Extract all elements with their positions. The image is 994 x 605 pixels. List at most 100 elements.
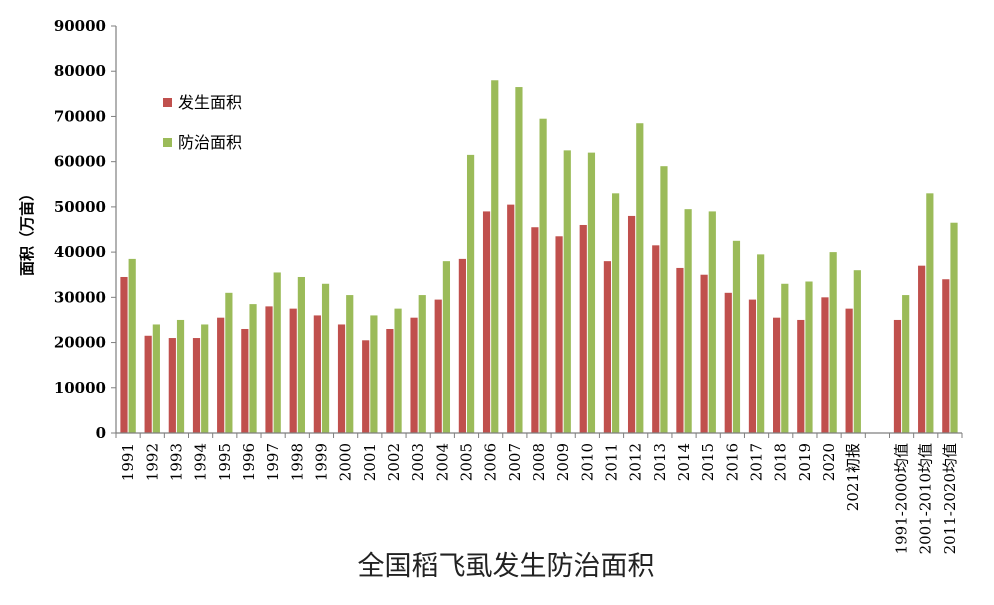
bar-occurrence bbox=[531, 227, 539, 433]
bar-control bbox=[249, 304, 257, 433]
bar-control bbox=[950, 222, 958, 433]
bar-occurrence bbox=[821, 297, 829, 433]
bar-control bbox=[297, 276, 305, 433]
x-tick-label: 2002 bbox=[385, 443, 403, 481]
bars bbox=[120, 80, 958, 434]
bar-control bbox=[466, 154, 475, 433]
x-axis: 1991 1992 1993 1994 1995 1996 1997 1998 1999 2000… bbox=[115, 432, 963, 554]
bar-occurrence bbox=[918, 265, 926, 433]
bar-control bbox=[515, 87, 523, 434]
y-tick-label: 50000 bbox=[54, 198, 106, 216]
bar-control bbox=[201, 324, 209, 433]
bar-control bbox=[128, 258, 136, 433]
y-tick-label: 30000 bbox=[54, 288, 106, 306]
bar-occurrence bbox=[458, 258, 466, 433]
x-tick-label: 1992 bbox=[143, 443, 161, 481]
bar-control bbox=[902, 295, 910, 433]
bar-occurrence bbox=[748, 299, 757, 433]
x-tick-label: 2018 bbox=[772, 443, 790, 481]
bar-occurrence bbox=[265, 306, 273, 433]
bar-occurrence bbox=[217, 317, 225, 433]
x-tick-label: 2015 bbox=[699, 443, 717, 481]
x-tick-label: 2001-2010均值 bbox=[917, 443, 935, 554]
y-tick-label: 90000 bbox=[54, 17, 106, 35]
bar-control bbox=[757, 254, 765, 433]
bar-control bbox=[394, 308, 402, 433]
bar-occurrence bbox=[773, 317, 781, 433]
x-tick-label: 2007 bbox=[506, 443, 524, 481]
bar-occurrence bbox=[603, 261, 612, 433]
bar-occurrence bbox=[942, 279, 950, 433]
bar-control bbox=[346, 295, 354, 433]
bar-control bbox=[152, 324, 160, 433]
bar-control bbox=[732, 240, 741, 433]
bar-occurrence bbox=[241, 328, 249, 433]
legend-swatch bbox=[163, 98, 172, 107]
bar-occurrence bbox=[313, 315, 321, 433]
bar-control bbox=[853, 270, 861, 433]
x-tick-label: 2011 bbox=[603, 443, 621, 481]
bar-control bbox=[708, 211, 716, 433]
bar-occurrence bbox=[289, 308, 297, 433]
y-tick-label: 70000 bbox=[54, 107, 106, 125]
bar-occurrence bbox=[434, 299, 442, 433]
y-tick-label: 10000 bbox=[54, 379, 106, 397]
x-tick-label: 2020 bbox=[820, 443, 838, 481]
y-tick-label: 60000 bbox=[54, 153, 106, 171]
y-tick-label: 0 bbox=[96, 424, 106, 442]
bar-occurrence bbox=[168, 338, 176, 433]
x-tick-label: 2001 bbox=[361, 443, 379, 481]
bar-control bbox=[781, 283, 789, 433]
bar-occurrence bbox=[893, 319, 902, 433]
x-tick-label: 2010 bbox=[578, 443, 596, 481]
bar-occurrence bbox=[579, 224, 587, 433]
legend-label: 发生面积 bbox=[178, 93, 242, 112]
x-tick-label: 2004 bbox=[433, 443, 451, 481]
y-tick-label: 20000 bbox=[54, 334, 106, 352]
x-tick-label: 1999 bbox=[312, 443, 330, 481]
x-tick-label: 2003 bbox=[409, 443, 427, 481]
x-tick-label: 1993 bbox=[167, 443, 185, 481]
bar-occurrence bbox=[700, 274, 708, 433]
bar-control bbox=[273, 272, 281, 433]
legend-label: 防治面积 bbox=[178, 133, 242, 152]
bar-control bbox=[660, 166, 668, 433]
bar-control bbox=[612, 193, 620, 433]
x-tick-label: 2005 bbox=[457, 443, 475, 481]
bar-occurrence bbox=[845, 308, 853, 433]
x-tick-label: 2017 bbox=[748, 443, 766, 481]
bar-control bbox=[539, 118, 547, 433]
bar-occurrence bbox=[652, 245, 660, 433]
bar-control bbox=[491, 80, 499, 434]
bar-occurrence bbox=[192, 338, 201, 433]
x-tick-label: 1991-2000均值 bbox=[893, 443, 911, 554]
bar-occurrence bbox=[410, 317, 418, 433]
x-tick-label: 1997 bbox=[264, 443, 282, 481]
bar-control bbox=[829, 252, 837, 433]
bar-control bbox=[442, 261, 451, 433]
bar-control bbox=[684, 209, 692, 433]
bar-occurrence bbox=[555, 236, 563, 433]
y-tick-label: 40000 bbox=[54, 243, 106, 261]
x-tick-label: 2012 bbox=[627, 443, 645, 481]
bar-occurrence bbox=[386, 328, 394, 433]
bar-occurrence bbox=[362, 340, 370, 433]
bar-occurrence bbox=[676, 267, 684, 433]
x-tick-label: 2011-2020均值 bbox=[941, 443, 959, 554]
bar-occurrence bbox=[507, 204, 515, 433]
bar-occurrence bbox=[120, 276, 128, 433]
x-tick-label: 2021初报 bbox=[844, 443, 862, 511]
bar-control bbox=[805, 281, 813, 433]
x-tick-label: 2000 bbox=[337, 443, 355, 481]
bar-occurrence bbox=[797, 319, 805, 433]
bar-control bbox=[225, 292, 233, 433]
x-tick-label: 1995 bbox=[216, 443, 234, 481]
legend-swatch bbox=[163, 138, 172, 147]
y-tick-label: 80000 bbox=[54, 62, 106, 80]
x-tick-label: 2008 bbox=[530, 443, 548, 481]
x-tick-label: 2013 bbox=[651, 443, 669, 481]
x-tick-label: 2019 bbox=[796, 443, 814, 481]
x-tick-label: 1996 bbox=[240, 443, 258, 481]
